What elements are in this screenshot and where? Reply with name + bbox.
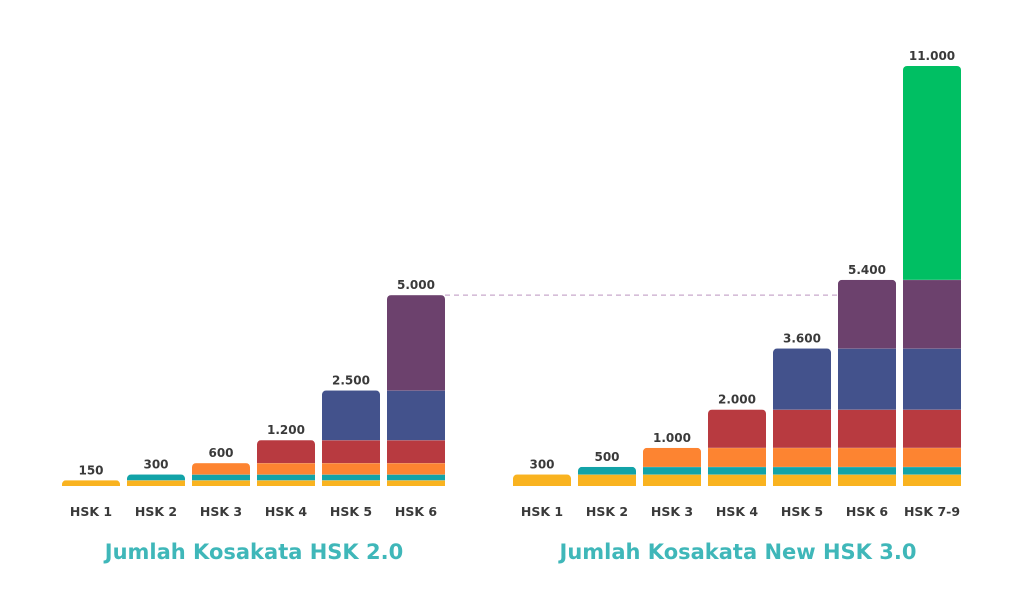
bar-segment	[257, 480, 315, 486]
category-label: HSK 3	[200, 504, 242, 519]
chart-title-hsk-2-0: Jumlah Kosakata HSK 2.0	[103, 540, 403, 564]
bar-segment	[322, 440, 380, 464]
value-label: 1.000	[653, 431, 691, 445]
bar-segment	[387, 480, 445, 486]
category-label: HSK 7-9	[904, 504, 960, 519]
bar-segment	[838, 466, 896, 475]
bar-segment	[773, 474, 831, 486]
bar-segment	[643, 474, 701, 486]
bar-hsk-4	[708, 409, 766, 486]
bar-hsk-1	[513, 474, 571, 486]
bar-segment	[643, 466, 701, 475]
category-label: HSK 6	[395, 504, 438, 519]
bar-segment	[578, 466, 636, 475]
bar-segment	[387, 440, 445, 464]
bar-segment	[513, 474, 571, 486]
value-label: 2.500	[332, 374, 370, 388]
bar-segment	[387, 295, 445, 391]
bar-segment	[838, 474, 896, 486]
bar-hsk-5	[322, 390, 380, 486]
bar-segment	[903, 66, 961, 280]
value-label: 11.000	[909, 49, 955, 63]
category-label: HSK 3	[651, 504, 693, 519]
bar-hsk-4	[257, 440, 315, 486]
category-label: HSK 5	[781, 504, 823, 519]
bar-segment	[192, 474, 250, 481]
bar-hsk-7-9	[903, 66, 961, 486]
bar-segment	[838, 409, 896, 448]
bar-segment	[127, 480, 185, 486]
bar-segment	[322, 480, 380, 486]
bar-segment	[903, 474, 961, 486]
value-label: 5.000	[397, 278, 435, 292]
value-label: 300	[529, 458, 554, 472]
category-label: HSK 5	[330, 504, 372, 519]
category-label: HSK 6	[846, 504, 889, 519]
bar-segment	[903, 409, 961, 448]
value-label: 150	[78, 463, 103, 477]
value-label: 600	[208, 446, 233, 460]
bar-segment	[838, 279, 896, 349]
bar-hsk-3	[643, 447, 701, 486]
bar-segment	[62, 480, 120, 486]
bar-segment	[773, 348, 831, 410]
bar-hsk-3	[192, 463, 250, 486]
chart-title-new-hsk-3-0: Jumlah Kosakata New HSK 3.0	[558, 540, 917, 564]
bar-segment	[903, 466, 961, 475]
bar-segment	[322, 474, 380, 481]
bar-segment	[708, 466, 766, 475]
value-label: 1.200	[267, 423, 305, 437]
bar-segment	[578, 474, 636, 486]
bar-segment	[903, 348, 961, 410]
bar-segment	[127, 474, 185, 481]
value-label: 5.400	[848, 263, 886, 277]
chart-hsk-2-0: 150 HSK 1 300 HSK 2 600 HSK 3 1.200 HSK 4 2.500 H…	[62, 278, 445, 519]
value-label: 300	[143, 458, 168, 472]
bar-hsk-1	[62, 480, 120, 486]
bar-segment	[192, 463, 250, 475]
category-label: HSK 2	[135, 504, 177, 519]
bar-segment	[387, 463, 445, 475]
bar-hsk-2	[127, 474, 185, 486]
bar-hsk-6	[387, 295, 445, 486]
value-label: 2.000	[718, 393, 756, 407]
category-label: HSK 4	[716, 504, 759, 519]
bar-segment	[643, 447, 701, 467]
value-label: 500	[594, 450, 619, 464]
bar-segment	[708, 474, 766, 486]
bar-segment	[257, 440, 315, 464]
bar-segment	[903, 447, 961, 467]
bar-hsk-5	[773, 348, 831, 486]
bar-segment	[257, 474, 315, 481]
bar-segment	[192, 480, 250, 486]
bar-segment	[773, 447, 831, 467]
bar-segment	[257, 463, 315, 475]
category-label: HSK 1	[521, 504, 563, 519]
category-label: HSK 4	[265, 504, 308, 519]
bar-segment	[708, 447, 766, 467]
bar-segment	[903, 279, 961, 349]
bar-segment	[387, 474, 445, 481]
bar-segment	[322, 463, 380, 475]
bar-hsk-6	[838, 279, 896, 486]
category-label: HSK 1	[70, 504, 112, 519]
chart-new-hsk-3-0: 300 HSK 1 500 HSK 2 1.000 HSK 3 2.000 HSK 4 3.60…	[513, 49, 961, 519]
bar-segment	[322, 390, 380, 441]
bar-segment	[838, 447, 896, 467]
bar-segment	[708, 409, 766, 448]
value-label: 3.600	[783, 332, 821, 346]
bar-segment	[773, 409, 831, 448]
bar-segment	[387, 390, 445, 441]
bar-hsk-2	[578, 466, 636, 486]
bar-segment	[838, 348, 896, 410]
bar-segment	[773, 466, 831, 475]
category-label: HSK 2	[586, 504, 628, 519]
